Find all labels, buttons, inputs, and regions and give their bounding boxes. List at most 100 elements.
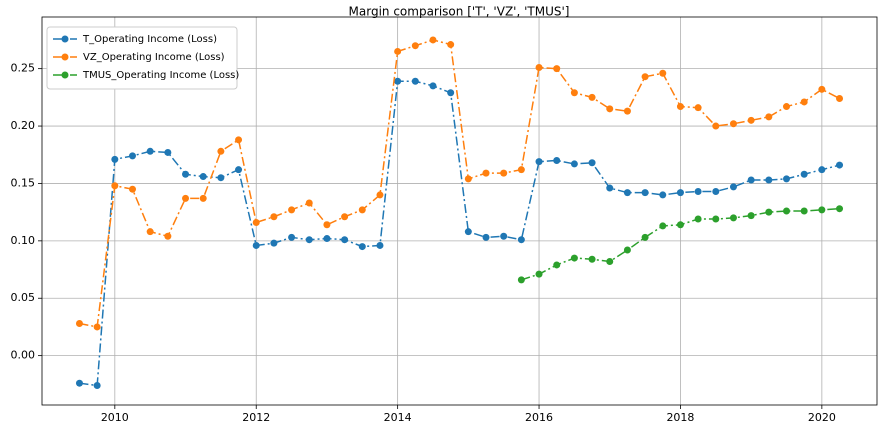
x-tick-label: 2016 <box>525 411 553 424</box>
data-point <box>641 189 649 197</box>
data-point <box>288 206 296 214</box>
data-point <box>182 170 190 178</box>
data-point <box>800 207 808 215</box>
data-point <box>358 206 366 214</box>
data-point <box>411 42 419 50</box>
data-point <box>252 218 260 226</box>
data-point <box>783 103 791 111</box>
data-point <box>517 236 525 244</box>
data-point <box>553 261 561 269</box>
data-point <box>75 379 83 387</box>
data-point <box>570 89 578 97</box>
data-point <box>93 323 101 331</box>
data-point <box>305 236 313 244</box>
data-point <box>358 243 366 251</box>
data-point <box>712 187 720 195</box>
series-line <box>79 80 840 387</box>
data-point <box>747 212 755 220</box>
data-point <box>235 166 243 174</box>
data-point <box>676 189 684 197</box>
data-point <box>128 152 136 160</box>
data-point <box>305 199 313 207</box>
y-tick-label: 0.20 <box>11 119 36 132</box>
data-point <box>729 183 737 191</box>
x-tick-label: 2018 <box>666 411 694 424</box>
data-point <box>570 254 578 262</box>
data-point <box>818 166 826 174</box>
data-point <box>765 208 773 216</box>
data-point <box>164 232 172 240</box>
data-point <box>747 176 755 184</box>
data-point <box>676 103 684 111</box>
data-point <box>128 185 136 193</box>
data-point <box>464 175 472 183</box>
series-line <box>79 39 840 328</box>
data-point <box>570 160 578 168</box>
y-tick-label: 0.25 <box>11 62 36 75</box>
data-point <box>252 241 260 249</box>
legend-label: VZ_Operating Income (Loss) <box>83 52 225 63</box>
data-point <box>535 158 543 166</box>
x-tick-label: 2010 <box>101 411 129 424</box>
data-point <box>818 206 826 214</box>
data-point <box>270 213 278 221</box>
data-point <box>783 207 791 215</box>
plot-frame <box>41 16 878 406</box>
data-point <box>623 246 631 254</box>
x-tick-label: 2014 <box>384 411 412 424</box>
data-point <box>376 191 384 199</box>
legend-marker <box>61 35 69 43</box>
data-point <box>694 104 702 112</box>
data-point <box>606 258 614 266</box>
data-point <box>606 184 614 192</box>
data-point <box>464 228 472 236</box>
data-point <box>164 148 172 156</box>
data-point <box>111 155 119 163</box>
data-point <box>729 120 737 128</box>
data-point <box>535 270 543 278</box>
data-point <box>606 105 614 113</box>
data-point <box>482 233 490 241</box>
data-point <box>836 161 844 169</box>
chart-title: Margin comparison ['T', 'VZ', 'TMUS'] <box>349 5 570 19</box>
data-point <box>765 113 773 121</box>
data-point <box>323 235 331 243</box>
data-point <box>818 85 826 93</box>
data-point <box>517 166 525 174</box>
legend-label: TMUS_Operating Income (Loss) <box>82 70 239 81</box>
data-point <box>712 215 720 223</box>
data-point <box>111 182 119 190</box>
data-point <box>553 156 561 164</box>
data-point <box>500 232 508 240</box>
data-point <box>411 77 419 85</box>
legend-label: T_Operating Income (Loss) <box>82 34 217 45</box>
data-point <box>712 122 720 130</box>
data-point <box>323 221 331 229</box>
data-point <box>429 82 437 90</box>
data-point <box>217 147 225 155</box>
data-point <box>659 69 667 77</box>
data-point <box>729 214 737 222</box>
x-tick-label: 2020 <box>808 411 836 424</box>
data-point <box>588 255 596 263</box>
y-tick-label: 0.00 <box>11 349 36 362</box>
data-point <box>836 95 844 103</box>
data-point <box>447 89 455 97</box>
data-point <box>341 213 349 221</box>
data-point <box>659 191 667 199</box>
data-point <box>235 136 243 144</box>
data-point <box>199 194 207 202</box>
data-point <box>765 176 773 184</box>
data-point <box>146 228 154 236</box>
data-point <box>199 173 207 181</box>
data-point <box>146 147 154 155</box>
data-point <box>270 239 278 247</box>
data-point <box>535 64 543 72</box>
data-point <box>429 36 437 44</box>
data-point <box>747 116 755 124</box>
data-point <box>517 276 525 284</box>
data-point <box>783 175 791 183</box>
data-point <box>288 233 296 241</box>
data-point <box>182 194 190 202</box>
